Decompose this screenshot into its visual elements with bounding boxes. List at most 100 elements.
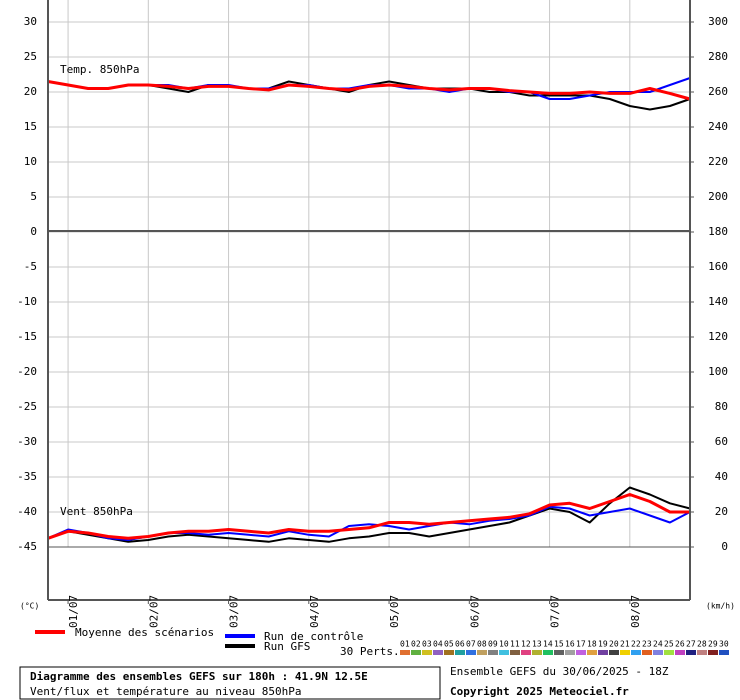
perturbation-swatch: [576, 650, 586, 655]
chart-subtitle: Vent/flux et température au niveau 850hP…: [30, 685, 302, 698]
y2-tick-label: 180: [708, 225, 728, 238]
copyright: Copyright 2025 Meteociel.fr: [450, 685, 629, 698]
perturbation-number: 28: [697, 640, 707, 649]
x-tick-label: 06/07: [468, 595, 481, 628]
perturbation-swatch: [521, 650, 531, 655]
perturbation-number: 01: [400, 640, 410, 649]
y-tick-label: -25: [17, 400, 37, 413]
x-tick-label: 04/07: [308, 595, 321, 628]
panel-label: Temp. 850hPa: [60, 63, 139, 76]
perturbation-number: 13: [532, 640, 542, 649]
perturbation-number: 21: [620, 640, 630, 649]
y-tick-label: -30: [17, 435, 37, 448]
perturbation-number: 09: [488, 640, 498, 649]
legend-label: Run de contrôle: [264, 630, 363, 643]
perturbation-swatch: [587, 650, 597, 655]
perturbation-swatch: [422, 650, 432, 655]
chart-title: Diagramme des ensembles GEFS sur 180h : …: [30, 670, 368, 683]
perturbation-number: 27: [686, 640, 696, 649]
perturbation-number: 15: [554, 640, 564, 649]
perturbation-swatch: [598, 650, 608, 655]
legend-label: Moyenne des scénarios: [75, 626, 214, 639]
perturbation-swatch: [444, 650, 454, 655]
y-tick-label: -20: [17, 365, 37, 378]
y-tick-label: -40: [17, 505, 37, 518]
perturbation-swatch: [499, 650, 509, 655]
perturbation-swatch: [697, 650, 707, 655]
x-tick-label: 05/07: [388, 595, 401, 628]
perturbation-swatch: [532, 650, 542, 655]
perturbation-number: 30: [719, 640, 729, 649]
plot-background: [48, 0, 690, 547]
y2-tick-label: 280: [708, 50, 728, 63]
lines: [47, 77, 691, 543]
y2-tick-label: 40: [715, 470, 728, 483]
perturbation-number: 20: [609, 640, 619, 649]
y-tick-label: 10: [24, 155, 37, 168]
perturbation-swatch: [719, 650, 729, 655]
y2-tick-label: 240: [708, 120, 728, 133]
y-tick-label: 15: [24, 120, 37, 133]
perturbation-number: 14: [543, 640, 553, 649]
perturbation-swatch: [708, 650, 718, 655]
perturbation-swatch: [411, 650, 421, 655]
y-tick-label: -35: [17, 470, 37, 483]
legend-label: Run GFS: [264, 640, 310, 653]
x-tick-label: 02/07: [147, 595, 160, 628]
perturbation-swatch: [609, 650, 619, 655]
temperature-line: [47, 80, 691, 101]
y2-unit: (km/h): [706, 602, 735, 611]
perturbation-number: 07: [466, 640, 476, 649]
perturbation-number: 23: [642, 640, 652, 649]
perturbation-swatch: [433, 650, 443, 655]
y2-tick-label: 100: [708, 365, 728, 378]
panel-label: Vent 850hPa: [60, 505, 133, 518]
y2-tick-label: 80: [715, 400, 728, 413]
y2-tick-label: 20: [715, 505, 728, 518]
perturbation-label: 30 Perts.: [340, 645, 400, 658]
y2-tick-label: 160: [708, 260, 728, 273]
wind-line: [47, 493, 690, 540]
title-box: [19, 666, 441, 700]
y-tick-label: -5: [24, 260, 37, 273]
perturbation-number: 18: [587, 640, 597, 649]
perturbation-swatch: [664, 650, 674, 655]
perturbation-swatch: [477, 650, 487, 655]
perturbation-swatch: [565, 650, 575, 655]
y2-tick-label: 0: [721, 540, 728, 553]
y2-tick-label: 60: [715, 435, 728, 448]
perturbation-number: 17: [576, 640, 586, 649]
y-tick-label: 25: [24, 50, 37, 63]
y-tick-label: -15: [17, 330, 37, 343]
perturbation-swatch: [455, 650, 465, 655]
y2-tick-label: 220: [708, 155, 728, 168]
y2-tick-label: 260: [708, 85, 728, 98]
perturbation-swatch: [620, 650, 630, 655]
y-tick-label: 5: [30, 190, 37, 203]
y-tick-label: 30: [24, 15, 37, 28]
perturbation-swatch: [510, 650, 520, 655]
y-tick-label: -45: [17, 540, 37, 553]
x-tick-label: 01/07: [67, 595, 80, 628]
run-info: Ensemble GEFS du 30/06/2025 - 18Z: [450, 665, 669, 678]
y-tick-label: 20: [24, 85, 37, 98]
y-tick-label: 0: [30, 225, 37, 238]
perturbation-swatch: [653, 650, 663, 655]
y-unit: (°C): [20, 602, 39, 611]
perturbation-number: 22: [631, 640, 641, 649]
x-tick-label: 03/07: [228, 595, 241, 628]
perturbation-number: 11: [510, 640, 520, 649]
perturbation-swatch: [554, 650, 564, 655]
perturbation-swatch: [675, 650, 685, 655]
y2-tick-label: 200: [708, 190, 728, 203]
perturbation-number: 03: [422, 640, 432, 649]
perturbation-swatch: [543, 650, 553, 655]
perturbation-swatch: [686, 650, 696, 655]
perturbation-number: 19: [598, 640, 608, 649]
perturbation-number: 04: [433, 640, 443, 649]
perturbation-number: 06: [455, 640, 465, 649]
x-tick-label: 07/07: [549, 595, 562, 628]
perturbation-swatch: [631, 650, 641, 655]
